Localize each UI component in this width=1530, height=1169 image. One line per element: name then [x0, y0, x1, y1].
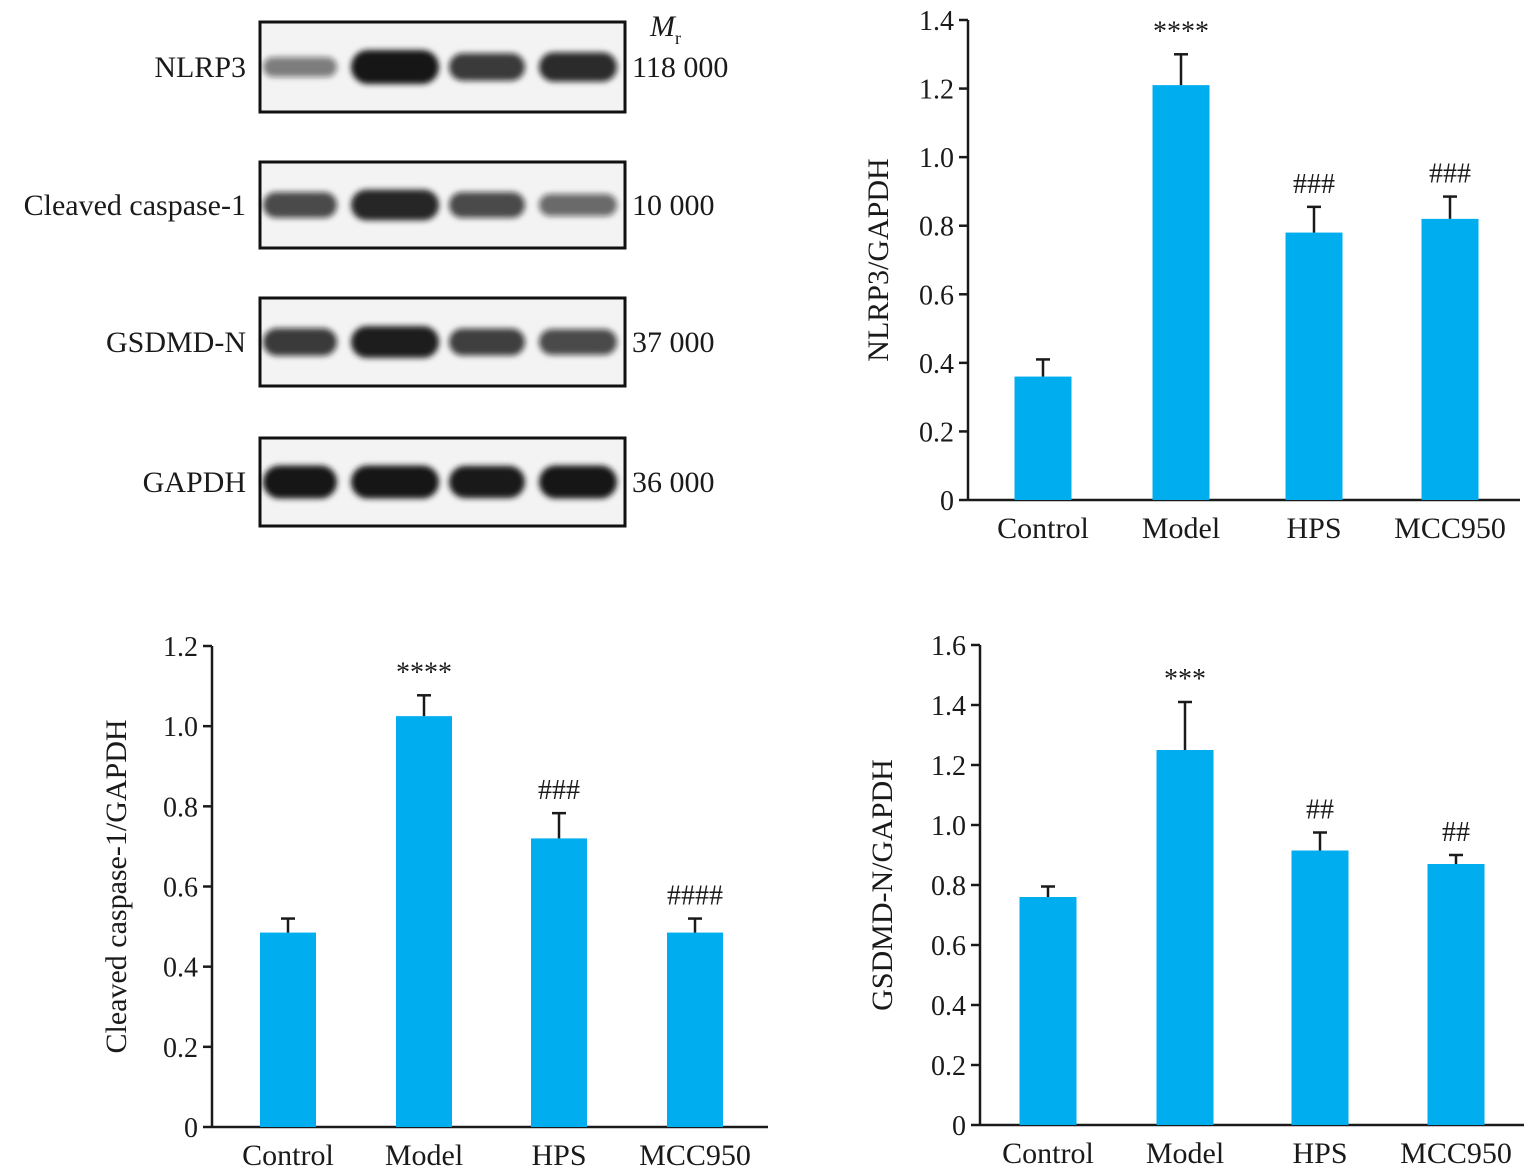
chart-gsdmd-n-gapdh: 0 0.2 0.4 0.6 0.8 1.0 1.2 1.4 1.6 GSDMD-N/GAPDH Co…: [866, 631, 1524, 1169]
y-tick-label: 1.0: [931, 811, 966, 842]
significance-label: ##: [1306, 795, 1334, 826]
blot-band: [263, 465, 337, 499]
blot-mr-label: 37 000: [632, 326, 715, 359]
y-tick-label: 0.4: [163, 953, 198, 984]
blot-band: [263, 57, 337, 77]
y-tick-label: 1.2: [919, 75, 954, 106]
blot-mr-label: 118 000: [632, 51, 728, 84]
y-tick-label: 0.6: [931, 931, 966, 962]
blot-mr-label: 10 000: [632, 189, 715, 222]
bar-model: [1156, 750, 1214, 1125]
y-tick-label: 0.8: [931, 871, 966, 902]
blot-band: [351, 189, 439, 221]
blot-band: [263, 192, 337, 218]
y-tick-label: 0.2: [163, 1033, 198, 1064]
blot-band: [539, 52, 617, 82]
y-tick-label: 0.2: [931, 1051, 966, 1082]
significance-label: ****: [396, 657, 452, 688]
significance-label: ****: [1153, 16, 1209, 47]
blot-band: [449, 465, 525, 499]
x-category-label: HPS: [531, 1139, 586, 1169]
bar-control: [260, 932, 316, 1127]
bar-mcc950: [667, 932, 723, 1127]
y-tick-label: 0.4: [919, 349, 954, 380]
blot-protein-label: GAPDH: [143, 466, 246, 499]
y-tick-label: 1.4: [919, 6, 954, 37]
x-category-label: Control: [1002, 1137, 1094, 1169]
bar-hps: [1291, 850, 1349, 1125]
significance-label: ###: [1293, 169, 1335, 200]
blot-protein-label: Cleaved caspase-1: [24, 189, 246, 222]
blot-row-1: Cleaved caspase-1 10 000: [24, 160, 715, 250]
blot-protein-label: GSDMD-N: [106, 326, 246, 359]
blot-band: [263, 328, 337, 356]
x-category-label: Model: [385, 1139, 463, 1169]
x-category-label: HPS: [1286, 512, 1341, 545]
y-tick-label: 0: [940, 486, 954, 517]
blot-band: [351, 50, 439, 84]
significance-label: ###: [1429, 159, 1471, 190]
blot-band: [449, 192, 525, 218]
significance-label: ##: [1442, 817, 1470, 848]
bar-control: [1014, 376, 1072, 500]
x-category-label: MCC950: [1394, 512, 1506, 545]
mr-subscript: r: [675, 28, 681, 48]
blot-band: [539, 194, 617, 216]
significance-label: ####: [667, 881, 723, 912]
x-category-label: MCC950: [639, 1139, 751, 1169]
y-tick-label: 0.4: [931, 991, 966, 1022]
y-tick-label: 1.2: [163, 632, 198, 663]
significance-label: ***: [1164, 664, 1206, 695]
y-tick-label: 0.6: [919, 280, 954, 311]
bar-mcc950: [1427, 864, 1485, 1125]
y-tick-label: 1.0: [919, 143, 954, 174]
y-tick-label: 1.4: [931, 691, 966, 722]
y-tick-label: 1.6: [931, 631, 966, 662]
y-tick-label: 0: [184, 1113, 198, 1144]
blot-band: [351, 326, 439, 358]
blot-mr-label: 36 000: [632, 466, 715, 499]
x-category-label: Model: [1146, 1137, 1224, 1169]
blot-protein-label: NLRP3: [154, 51, 246, 84]
x-category-label: Model: [1142, 512, 1220, 545]
blot-band: [351, 465, 439, 499]
y-tick-label: 1.0: [163, 712, 198, 743]
y-tick-label: 0.8: [163, 792, 198, 823]
blot-band: [539, 465, 617, 499]
blot-band: [449, 53, 525, 81]
blot-row-0: NLRP3 118 000: [154, 20, 728, 114]
bar-hps: [1285, 232, 1343, 501]
y-tick-label: 0.6: [163, 873, 198, 904]
bar-hps: [531, 838, 587, 1127]
x-category-label: Control: [997, 512, 1089, 545]
mr-symbol: M: [649, 10, 677, 43]
blot-band: [539, 329, 617, 355]
chart-cleaved-caspase-gapdh: 0 0.2 0.4 0.6 0.8 1.0 1.2 Cleaved caspase-1/GAP…: [100, 632, 768, 1169]
x-category-label: HPS: [1292, 1137, 1347, 1169]
y-tick-label: 0.8: [919, 212, 954, 243]
y-tick-label: 0.2: [919, 417, 954, 448]
y-axis-title: GSDMD-N/GAPDH: [866, 759, 899, 1011]
western-blot-panel: Mr NLRP3 118 000 Cleaved caspase-1 10 000 GS…: [24, 10, 728, 528]
chart-nlrp3-gapdh: 0 0.2 0.4 0.6 0.8 1.0 1.2 1.4 NLRP3/GAPDH Control…: [862, 6, 1520, 545]
blot-row-3: GAPDH 36 000: [143, 436, 715, 528]
x-category-label: MCC950: [1400, 1137, 1512, 1169]
y-axis-title: NLRP3/GAPDH: [862, 158, 895, 361]
mr-header: Mr: [649, 10, 681, 48]
x-category-label: Control: [242, 1139, 334, 1169]
y-axis-title: Cleaved caspase-1/GAPDH: [100, 719, 133, 1053]
bar-control: [1019, 897, 1077, 1125]
blot-row-2: GSDMD-N 37 000: [106, 296, 715, 388]
y-tick-label: 1.2: [931, 751, 966, 782]
bar-mcc950: [1421, 218, 1479, 500]
bar-model: [1152, 85, 1210, 501]
significance-label: ###: [538, 775, 580, 806]
blot-band: [449, 328, 525, 356]
y-tick-label: 0: [952, 1111, 966, 1142]
bar-model: [396, 716, 452, 1127]
